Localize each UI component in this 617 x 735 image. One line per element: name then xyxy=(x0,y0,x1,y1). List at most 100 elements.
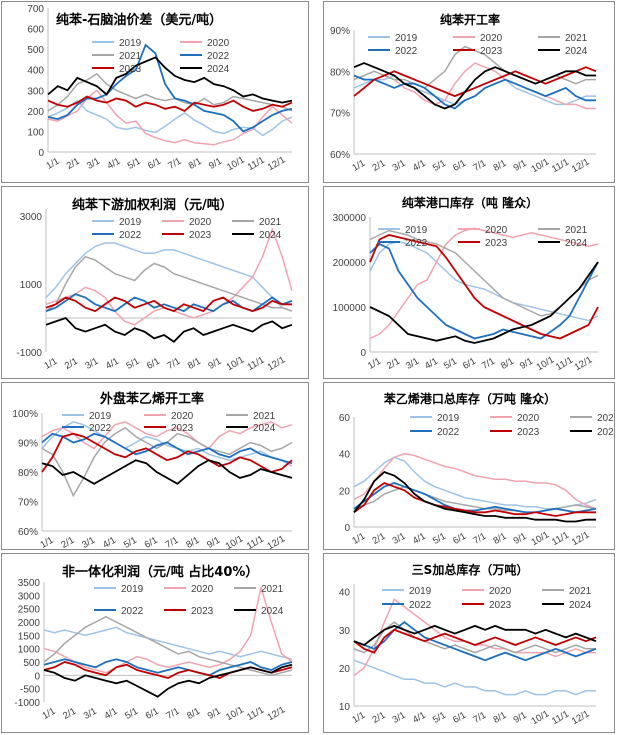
legend-label-2024: 2024 xyxy=(597,427,614,438)
legend-label-2019: 2019 xyxy=(119,217,142,228)
series-line-2019 xyxy=(45,242,293,312)
chart-title: 非一体化利润（元/吨 占比40%） xyxy=(62,564,258,580)
x-tick-label: 1/1 xyxy=(350,531,367,547)
chart-panel-8: 10 20 30 40 1/1 2/1 3/1 4/1 5/1 6/1 7/1 8/1 9/1 10/1 1… xyxy=(323,553,615,733)
legend-label-2022: 2022 xyxy=(121,606,144,617)
series-line-2022 xyxy=(41,432,293,465)
y-tick-label: 200000 xyxy=(333,258,367,269)
x-tick-label: 10/1 xyxy=(224,533,246,549)
legend-label-2022: 2022 xyxy=(89,423,112,434)
legend-label-2022: 2022 xyxy=(119,230,142,241)
chart-title: 纯苯开工率 xyxy=(440,12,500,27)
series-line-2024 xyxy=(47,56,293,104)
series-line-2024 xyxy=(353,624,597,647)
x-tick-label: 6/1 xyxy=(461,356,478,372)
y-tick-label: -500 xyxy=(20,685,40,696)
y-tick-label: 20 xyxy=(339,486,351,497)
chart-title: 纯苯下游加权利润（元/吨） xyxy=(72,197,233,213)
x-tick-label: 10/1 xyxy=(530,529,552,548)
series-line-2019 xyxy=(369,241,599,322)
x-tick-label: 8/1 xyxy=(184,535,201,549)
legend-label-2020: 2020 xyxy=(480,33,503,44)
y-tick-label: 100% xyxy=(12,409,38,420)
chart-title: 苯乙烯港口总库存（万吨 隆众） xyxy=(383,391,556,406)
y-tick-label: 40 xyxy=(339,588,351,599)
x-tick-label: 11/1 xyxy=(550,709,571,727)
y-tick-label: 0 xyxy=(344,523,350,534)
y-tick-label: 100000 xyxy=(333,303,367,314)
x-tick-label: 4/1 xyxy=(102,706,119,722)
legend-label-2024: 2024 xyxy=(253,423,276,434)
legend-label-2023: 2023 xyxy=(489,600,512,611)
y-tick-label: 60% xyxy=(330,150,350,161)
series-line-2021 xyxy=(353,45,596,89)
legend-label-2023: 2023 xyxy=(480,46,503,57)
chart-svg: -1000 1000 3000 1/1 2/1 3/1 4/1 5/1 6/1 7/1 8/1 9/1… xyxy=(16,197,293,373)
chart-svg: 60%70%80%90%1/1 2/1 3/1 4/1 5/1 6/1 7/1 8/1 9/1 1… xyxy=(330,12,597,175)
y-tick-label: 60% xyxy=(18,527,38,538)
y-tick-label: 20 xyxy=(339,664,351,675)
y-tick-label: 0 xyxy=(360,348,366,359)
x-tick-label: 3/1 xyxy=(391,710,408,726)
legend-label-2021: 2021 xyxy=(565,33,588,44)
series-line-2024 xyxy=(353,470,596,523)
x-tick-label: 5/1 xyxy=(442,356,459,372)
series-line-2021 xyxy=(47,72,293,112)
series-line-2019 xyxy=(41,420,293,467)
chart-panel-7: -1000 -500 0 500 1000 1500 2000 2500 3000 3500 1/1… xyxy=(1,553,309,733)
series-line-2024 xyxy=(369,261,599,344)
x-tick-label: 10/1 xyxy=(225,154,247,173)
legend-label-2020: 2020 xyxy=(189,217,212,228)
legend-label-2020: 2020 xyxy=(517,413,540,424)
y-tick-label: 700 xyxy=(27,4,44,15)
legend-label-2019: 2019 xyxy=(409,586,432,597)
x-tick-label: 8/1 xyxy=(185,706,202,722)
x-tick-label: 7/1 xyxy=(166,156,183,172)
x-tick-label: 6/1 xyxy=(145,356,162,372)
legend-label-2019: 2019 xyxy=(89,411,112,422)
y-tick-label: 1500 xyxy=(18,631,41,642)
chart-panel-4: 0 100000 200000 300000 1/1 2/1 3/1 4/1 5/1 6/1 7/1… xyxy=(323,186,615,379)
x-tick-label: 3/1 xyxy=(404,356,421,372)
x-tick-label: 9/1 xyxy=(206,706,223,722)
x-tick-label: 2/1 xyxy=(370,710,387,726)
series-line-2024 xyxy=(43,663,293,698)
y-tick-label: 100 xyxy=(27,127,44,138)
legend-label-2024: 2024 xyxy=(569,600,592,611)
x-tick-label: 11/1 xyxy=(245,355,266,373)
legend-label-2021: 2021 xyxy=(569,586,592,597)
y-tick-label: 70% xyxy=(18,498,38,509)
legend-label-2021: 2021 xyxy=(565,225,588,236)
series-line-2024 xyxy=(45,316,293,343)
x-tick-label: 3/1 xyxy=(80,535,97,549)
y-tick-label: 90% xyxy=(18,439,38,450)
x-tick-label: 8/1 xyxy=(491,710,508,726)
x-tick-label: 7/1 xyxy=(165,356,182,372)
chart-svg: -1000 -500 0 500 1000 1500 2000 2500 3000 3500 1/1… xyxy=(14,564,293,723)
x-tick-label: 9/1 xyxy=(512,710,529,726)
legend-label-2020: 2020 xyxy=(171,411,194,422)
series-line-2022 xyxy=(47,43,293,133)
legend-label-2024: 2024 xyxy=(259,230,282,241)
y-tick-label: 2500 xyxy=(18,605,41,616)
series-line-2022 xyxy=(353,482,597,514)
y-tick-label: 3000 xyxy=(20,212,43,223)
x-tick-label: 12/1 xyxy=(266,704,288,723)
x-tick-label: 9/1 xyxy=(207,156,224,172)
legend-label-2021: 2021 xyxy=(597,413,614,424)
x-tick-label: 10/1 xyxy=(535,354,557,373)
x-tick-label: 12/1 xyxy=(573,354,595,373)
y-tick-label: 30 xyxy=(339,626,351,637)
legend-label-2019: 2019 xyxy=(405,225,428,236)
x-tick-label: 12/1 xyxy=(570,708,592,727)
series-line-2023 xyxy=(353,628,597,654)
legend-label-2020: 2020 xyxy=(485,225,508,236)
series-line-2023 xyxy=(353,481,596,517)
chart-panel-2: 60% 70% 80% 90% 1/1 2/1 3/1 4/1 5/1 6/1 7/1 8/1 9/1 1… xyxy=(323,1,615,183)
legend-label-2023: 2023 xyxy=(189,230,212,241)
x-tick-label: 4/1 xyxy=(101,535,118,549)
legend-label-2024: 2024 xyxy=(261,606,284,617)
y-tick-label: -1000 xyxy=(16,348,42,359)
x-tick-label: 8/1 xyxy=(499,356,516,372)
